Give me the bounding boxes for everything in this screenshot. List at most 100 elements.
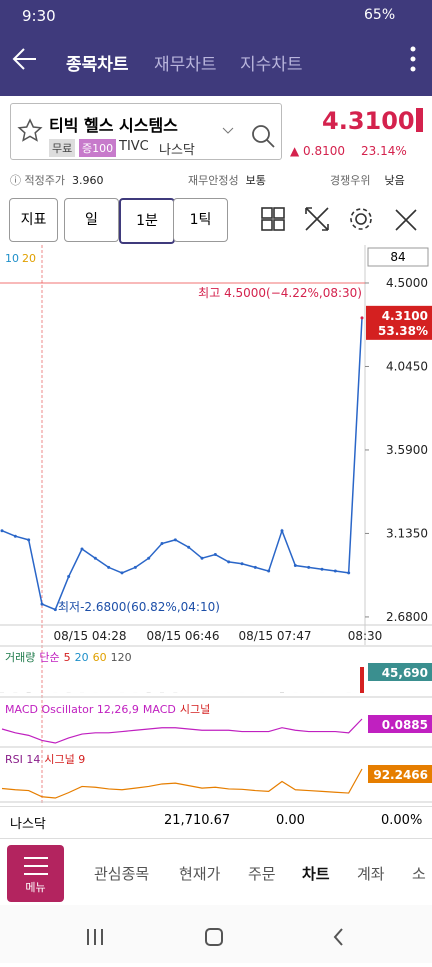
index-change: 0.00	[276, 813, 305, 828]
value-tag-label: 0.0885	[382, 718, 428, 732]
price-point	[321, 568, 324, 571]
nav-item[interactable]: 현재가	[179, 863, 220, 884]
info-value: 낮음	[384, 174, 404, 187]
panel-title: 단순	[39, 651, 59, 664]
high-note: 최고 4.5000(−4.22%,08:30)	[198, 286, 362, 300]
favorite-star[interactable]	[17, 118, 43, 144]
price-point	[227, 560, 230, 563]
y-tick-label: 2.6800	[386, 610, 428, 624]
panel-title: 20	[75, 651, 89, 664]
y-tick-label: 4.0450	[386, 359, 428, 373]
price-point	[201, 557, 204, 560]
price-point	[54, 608, 57, 611]
price-point	[361, 316, 364, 319]
panel-title: 시그널	[180, 703, 210, 716]
market: 나스닥	[159, 139, 195, 158]
price-line	[2, 318, 362, 610]
panel-title: 시그널 9	[44, 753, 85, 766]
price-point	[214, 553, 217, 556]
x-tick-label: 08/15 06:46	[147, 629, 220, 643]
period-button[interactable]: 일	[64, 198, 119, 242]
nav-item[interactable]: 주문	[248, 863, 276, 884]
change: ▲ 0.8100	[290, 144, 345, 158]
index-value: 21,710.67	[164, 813, 230, 828]
panel-title: MACD Oscillator 12,26,9	[5, 703, 139, 716]
info-label: 재무안정성	[188, 174, 239, 187]
price-point	[347, 571, 350, 574]
more-menu[interactable]	[408, 44, 418, 74]
chart-tools[interactable]	[260, 206, 425, 234]
price-point	[307, 566, 310, 569]
panel-title: RSI 14	[5, 753, 40, 766]
price-point	[254, 566, 257, 569]
price-point	[27, 538, 30, 541]
battery: 65%	[364, 7, 395, 23]
info-value: 3.960	[72, 174, 104, 187]
price-point	[294, 564, 297, 567]
info: 경쟁우위 낮음	[330, 172, 405, 188]
period-button[interactable]: 1틱	[173, 198, 228, 242]
panel-title: 120	[111, 651, 132, 664]
search[interactable]	[221, 122, 281, 150]
indicator-button[interactable]: 지표	[9, 198, 58, 242]
index-pct: 0.00%	[381, 813, 422, 828]
header: 9:30 65% 종목차트 재무차트 지수차트	[0, 0, 432, 96]
price-point	[94, 557, 97, 560]
panel-title: MACD	[143, 703, 176, 716]
info-value: 보통	[246, 174, 266, 187]
count-label: 84	[390, 250, 405, 264]
price-point	[121, 571, 124, 574]
back-button[interactable]	[10, 45, 38, 73]
menu-icon-line	[24, 865, 48, 867]
value-tag-label: 92.2466	[373, 768, 428, 782]
nav-item[interactable]: 차트	[302, 863, 330, 884]
info: 재무안정성 보통	[188, 172, 266, 188]
price-point	[281, 529, 284, 532]
x-tick-label: 08/15 07:47	[239, 629, 312, 643]
price-point	[147, 557, 150, 560]
x-tick-label: 08/15 04:28	[54, 629, 127, 643]
ma-legend: 20	[22, 252, 36, 265]
nav-item[interactable]: 소	[412, 863, 426, 884]
x-tick-label: 08:30	[348, 629, 383, 643]
price-point	[67, 575, 70, 578]
panel-title: 거래량	[5, 651, 35, 664]
price-point	[134, 566, 137, 569]
menu-button[interactable]: 메뉴	[7, 845, 64, 902]
info: ⓘ 적정주가 3.960	[10, 172, 103, 188]
price-point	[174, 538, 177, 541]
y-tick-label: 3.5900	[386, 443, 428, 457]
change-pct: 23.14%	[361, 144, 407, 158]
stock-selector[interactable]: 티빅 헬스 시스템스 무료 증100 TIVC 나스닥	[10, 103, 282, 160]
nav-item[interactable]: 관심종목	[94, 863, 149, 884]
tag: 증100	[79, 139, 116, 157]
volume-bar	[360, 667, 364, 693]
value-tag-label: 45,690	[382, 666, 428, 680]
price-point	[107, 566, 110, 569]
price-point	[14, 535, 17, 538]
price-point	[81, 548, 84, 551]
index-row: 나스닥 21,710.67 0.00 0.00%	[0, 806, 432, 837]
current-price: 4.3100	[382, 309, 428, 323]
change-value: 0.8100	[303, 144, 345, 158]
info-label: 경쟁우위	[330, 174, 370, 187]
tab[interactable]: 재무차트	[154, 50, 217, 75]
system-nav	[0, 905, 432, 963]
info-label: 적정주가	[25, 174, 65, 187]
current-pct: 53.38%	[378, 324, 428, 338]
y-tick-label: 3.1350	[386, 526, 428, 540]
price-point	[1, 529, 4, 532]
period-button[interactable]: 1분	[119, 198, 175, 244]
system-buttons[interactable]	[0, 905, 432, 963]
tab[interactable]: 종목차트	[66, 50, 129, 75]
price-point	[241, 562, 244, 565]
panel-title: 60	[93, 651, 107, 664]
ticker: TIVC	[119, 139, 149, 154]
nav-item[interactable]: 계좌	[357, 863, 385, 884]
tag: 무료	[49, 139, 75, 157]
tab[interactable]: 지수차트	[240, 50, 303, 75]
y-tick-label: 4.5000	[386, 276, 428, 290]
price-point	[161, 542, 164, 545]
